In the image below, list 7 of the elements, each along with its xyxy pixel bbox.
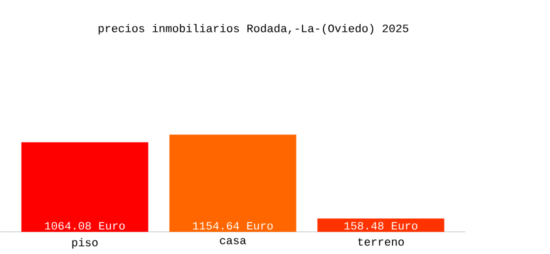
data-label: 158.48 Euro [344, 222, 418, 230]
x-tick-label: terreno [358, 238, 404, 246]
data-label: 1064.08 Euro [45, 222, 125, 230]
x-tick-label: casa [220, 238, 246, 244]
chart-title: precios inmobiliarios Rodada,-La-(Oviedo) 2025 [98, 24, 408, 35]
data-label: 1154.64 Euro [193, 222, 273, 230]
x-tick-label: piso [72, 238, 98, 249]
